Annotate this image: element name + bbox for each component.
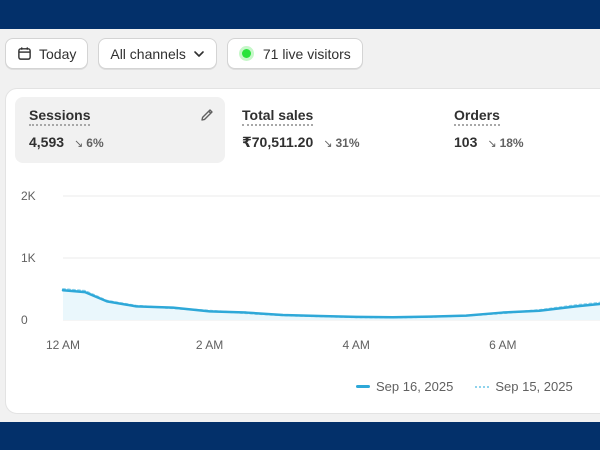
live-visitors-label: 71 live visitors (262, 45, 351, 62)
x-tick-label: 6 AM (489, 338, 516, 352)
live-visitors-button[interactable]: 71 live visitors (226, 38, 363, 69)
bottom-frame-bar (0, 422, 600, 450)
metric-change: 18% (499, 136, 524, 150)
legend-item-current[interactable]: Sep 16, 2025 (356, 379, 453, 394)
legend-item-previous[interactable]: Sep 15, 2025 (475, 379, 573, 394)
y-tick-label: 0 (21, 313, 28, 327)
metric-value: ₹70,511.20 (242, 134, 314, 150)
metric-value: 103 (454, 134, 478, 150)
metric-label: Sessions (29, 107, 91, 126)
x-tick-label: 4 AM (343, 338, 370, 352)
chart-grid (63, 195, 600, 321)
chart-legend: Sep 16, 2025 Sep 15, 2025 (356, 379, 573, 394)
date-filter-label: Today (39, 45, 77, 62)
chart-series (61, 288, 600, 320)
arrow-down-right-icon: ↘ (74, 138, 84, 150)
metric-label: Orders (454, 107, 500, 126)
arrow-down-right-icon: ↘ (487, 138, 497, 150)
x-axis-ticks: 12 AM2 AM4 AM6 AM8 AM10 AM12 PM2 PM (46, 338, 516, 352)
legend-label: Sep 16, 2025 (376, 379, 454, 394)
live-dot-icon (241, 49, 251, 58)
x-tick-label: 2 AM (196, 338, 223, 352)
metric-orders[interactable]: Orders 103 ↘ 18% (440, 97, 600, 163)
metric-label: Total sales (242, 107, 314, 126)
arrow-down-right-icon: ↘ (323, 138, 333, 150)
dotted-line-swatch-icon (475, 385, 490, 388)
y-tick-label: 2K (21, 189, 36, 203)
metric-sessions[interactable]: Sessions 4,593 ↘ 6% (15, 97, 225, 163)
metric-change: 6% (86, 136, 104, 150)
series-line-current (61, 288, 600, 319)
y-axis-ticks: 2K 1K 0 (21, 189, 36, 327)
metric-change: 31% (335, 136, 360, 150)
top-frame-bar (0, 0, 600, 29)
y-tick-label: 1K (21, 251, 36, 265)
metric-total-sales[interactable]: Total sales ₹70,511.20 ↘ 31% (228, 97, 428, 163)
series-area-current (63, 290, 600, 320)
legend-label: Sep 15, 2025 (495, 379, 573, 394)
channel-filter-label: All channels (110, 45, 186, 62)
analytics-card: Sessions 4,593 ↘ 6% Total sales ₹70,511.… (5, 88, 600, 414)
pencil-icon[interactable] (199, 107, 215, 128)
channel-filter-button[interactable]: All channels (98, 38, 217, 69)
x-tick-label: 12 AM (46, 338, 80, 352)
date-filter-button[interactable]: Today (5, 38, 89, 69)
solid-line-swatch-icon (356, 385, 370, 388)
filter-bar: Today All channels 71 live visitors (5, 38, 363, 69)
metric-value: 4,593 (29, 134, 65, 150)
calendar-icon (17, 46, 32, 61)
chevron-down-icon (193, 48, 205, 60)
